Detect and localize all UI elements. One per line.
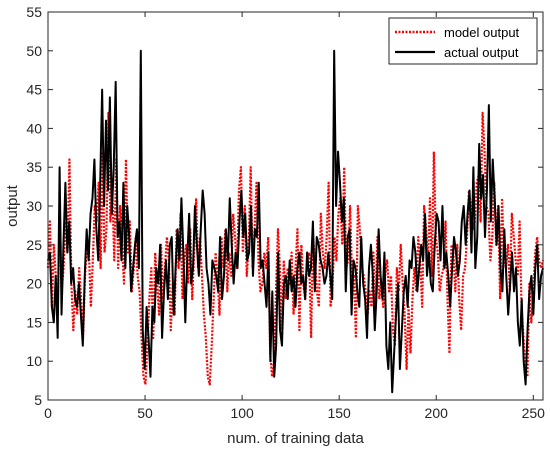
series-layer [46,49,545,394]
legend: model output actual output [388,17,538,65]
y-tick-label: 55 [26,4,42,20]
plot-area [48,12,543,400]
x-tick-label: 200 [425,405,449,421]
series-line-model-output [46,111,545,386]
y-tick-label: 40 [26,120,42,136]
y-tick-label: 30 [26,198,42,214]
x-tick-label: 50 [137,405,153,421]
legend-label-actual-output: actual output [444,45,519,60]
y-tick-label: 5 [34,392,42,408]
y-tick-label: 50 [26,43,42,59]
y-tick-label: 20 [26,276,42,292]
x-tick-label: 100 [230,405,254,421]
y-tick-label: 35 [26,159,42,175]
legend-box [388,17,538,65]
ticks-layer: 0 50 100 150 200 250 5 10 15 20 25 30 35 40 45 50 55 [26,4,545,421]
y-tick-label: 10 [26,353,42,369]
x-tick-label: 0 [44,405,52,421]
legend-label-model-output: model output [444,25,520,40]
x-tick-label: 250 [522,405,546,421]
series-line-actual-output [47,49,544,394]
y-axis-label: output [4,184,21,227]
y-tick-label: 45 [26,82,42,98]
y-tick-label: 15 [26,314,42,330]
x-axis-label: num. of training data [227,430,364,447]
x-tick-label: 150 [327,405,351,421]
y-tick-label: 25 [26,237,42,253]
